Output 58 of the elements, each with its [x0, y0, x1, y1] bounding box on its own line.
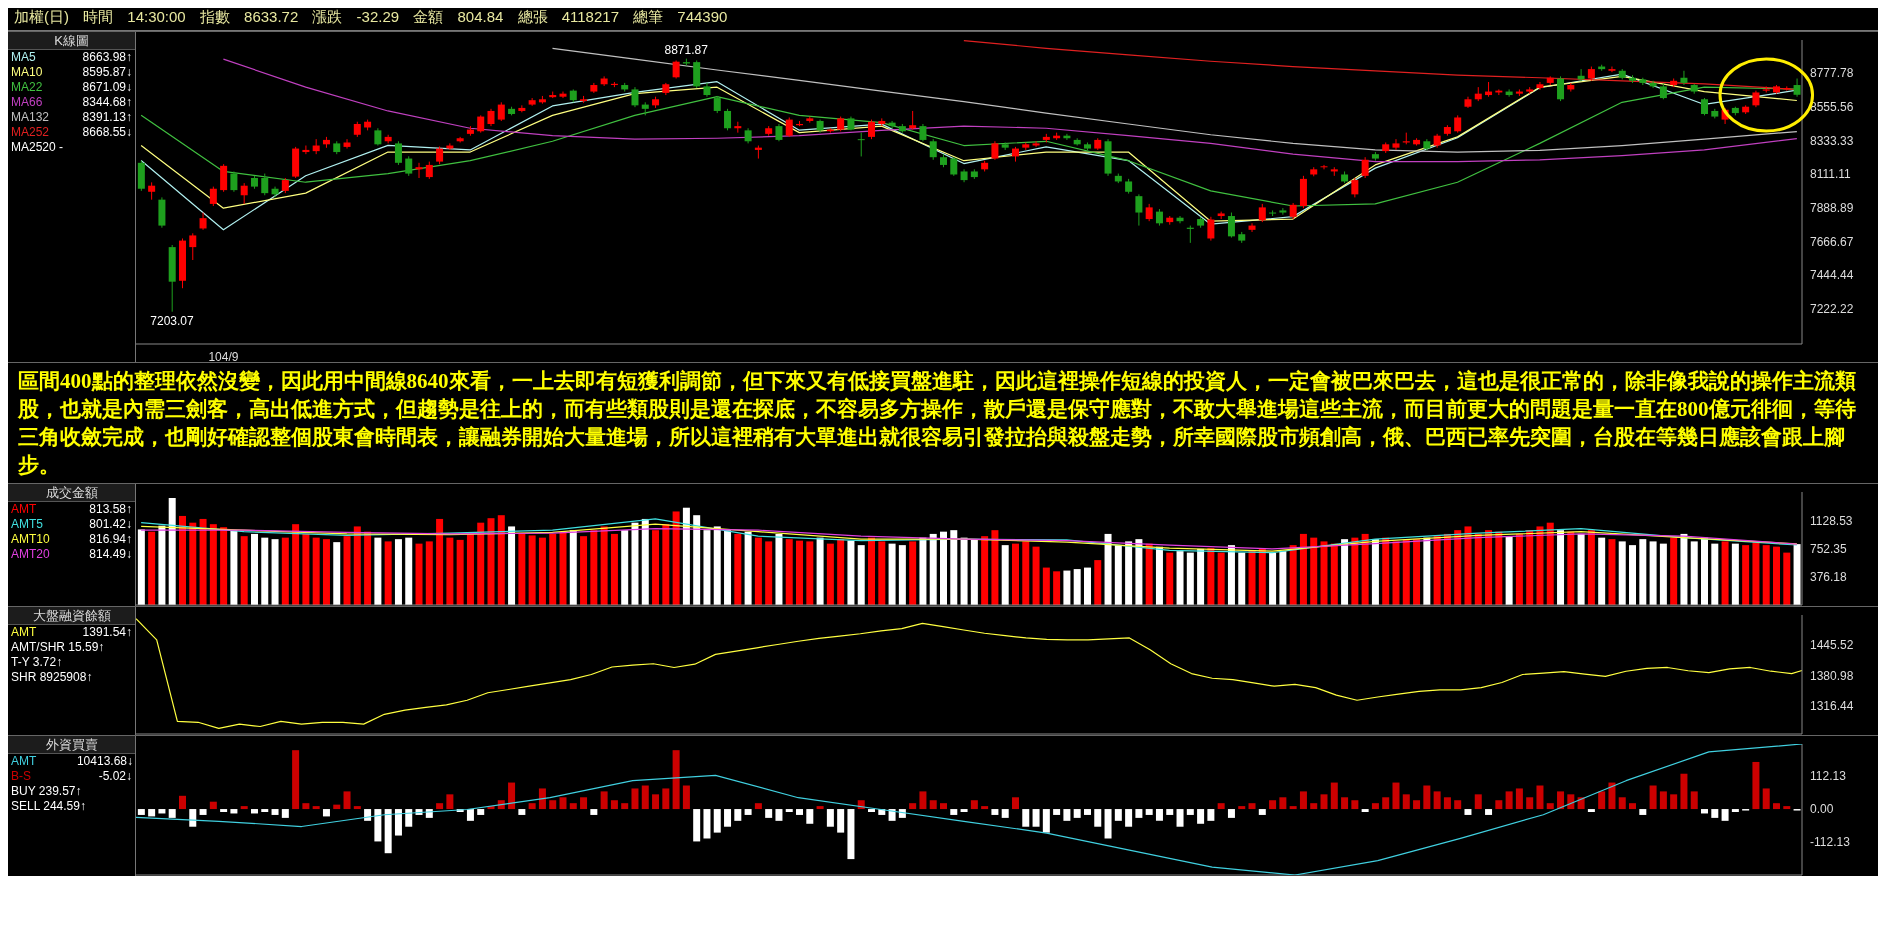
text: SHR 8925908↑ [10, 670, 94, 685]
text: 8344.68↑ [82, 95, 132, 110]
y-tick-label: 7222.22 [1810, 302, 1854, 317]
chart-subtitle: 加權(日) 時間 14:30:00 指數 8633.72 漲跌 -32.29 金額 804.84 總張 4118217 總筆 744390 [8, 8, 1878, 31]
y-tick-label: 8111.11 [1810, 167, 1852, 182]
text: AMT10 [11, 532, 50, 547]
text: MA252 [11, 125, 50, 140]
text: T-Y 3.72↑ [10, 655, 64, 670]
text: 區間400點的整理依然沒變，因此用中間線8640來看，一上去即有短獲利調節，但下來又有低接買盤進駐，因此這裡操作短線的投資人，一定會被巴來巴去，這也是很正常的，除非像我說的操作主流類股，也就是內需三劍客，高出低進方式，但趨勢是往上的，而有些類股則是還在探底，不容易多方操作，散戶還是保守應對，不敢大舉進場這些主流，而目前更大的問題是量一直在800億元徘徊，等待三角收斂完成，也剛好確認整個股東會時間表，讓融券開始大量進場，所以這裡稍有大單進出就很容易引發拉抬與殺盤走勢，所幸國際股市頻創高，俄、巴西已率先突圍，台股在等幾日應該會跟上腳步。 [8, 362, 1878, 483]
y-tick-label: 7666.67 [1810, 234, 1854, 249]
text: 8595.87↓ [82, 65, 132, 80]
text: 8391.13↑ [82, 110, 132, 125]
chart-title: 外資買賣 [8, 736, 135, 754]
chart-title: 大盤融資餘額 [8, 607, 135, 625]
chart-title: K線圖 [8, 32, 135, 50]
chart-title: 成交金額 [8, 484, 135, 502]
y-tick-label: 1316.44 [1810, 698, 1854, 713]
text: AMT5 [11, 517, 44, 532]
text: MA5 [11, 50, 36, 65]
text: SELL 244.59↑ [10, 799, 87, 814]
text: 816.94↑ [89, 532, 132, 547]
text: 813.58↑ [89, 502, 132, 517]
text: 8671.09↓ [82, 80, 132, 95]
annotation: 10413.68↓ [76, 754, 133, 769]
y-tick-label: 112.13 [1810, 769, 1847, 784]
y-tick-label: 1128.53 [1810, 513, 1853, 528]
annotation: -5.02↓ [98, 769, 132, 784]
x-tick-label: 104/9 [208, 349, 239, 364]
text: MA132 [11, 110, 50, 125]
text: B-S [11, 769, 32, 784]
y-tick-label: 8777.78 [1810, 66, 1854, 81]
y-tick-label: 376.18 [1810, 570, 1848, 585]
text: MA2520 - [10, 140, 65, 155]
annotation: 8871.87 [664, 42, 709, 57]
y-tick-label: 752.35 [1810, 541, 1848, 556]
text: BUY 239.57↑ [10, 784, 83, 799]
y-tick-label: 0.00 [1810, 802, 1834, 817]
annotation: 7203.07 [150, 314, 194, 329]
text: 8663.98↑ [82, 50, 132, 65]
text: AMT [11, 754, 37, 769]
text: AMT [11, 625, 37, 640]
text: AMT/SHR 15.59↑ [10, 640, 106, 655]
text: MA22 [11, 80, 43, 95]
text: 8668.55↓ [82, 125, 132, 140]
y-tick-label: 1380.98 [1810, 668, 1854, 683]
text: AMT20 [11, 547, 50, 562]
y-tick-label: 7888.89 [1810, 200, 1854, 215]
y-tick-label: 8555.56 [1810, 99, 1854, 114]
y-tick-label: 8333.33 [1810, 133, 1854, 148]
text: MA66 [11, 95, 43, 110]
text: MA10 [11, 65, 43, 80]
text: 801.42↓ [89, 517, 132, 532]
y-tick-label: 7444.44 [1810, 268, 1854, 283]
text: 1391.54↑ [82, 625, 132, 640]
text: AMT [11, 502, 37, 517]
y-tick-label: 1445.52 [1810, 638, 1854, 653]
text: 814.49↓ [89, 547, 132, 562]
y-tick-label: -112.13 [1810, 835, 1851, 850]
